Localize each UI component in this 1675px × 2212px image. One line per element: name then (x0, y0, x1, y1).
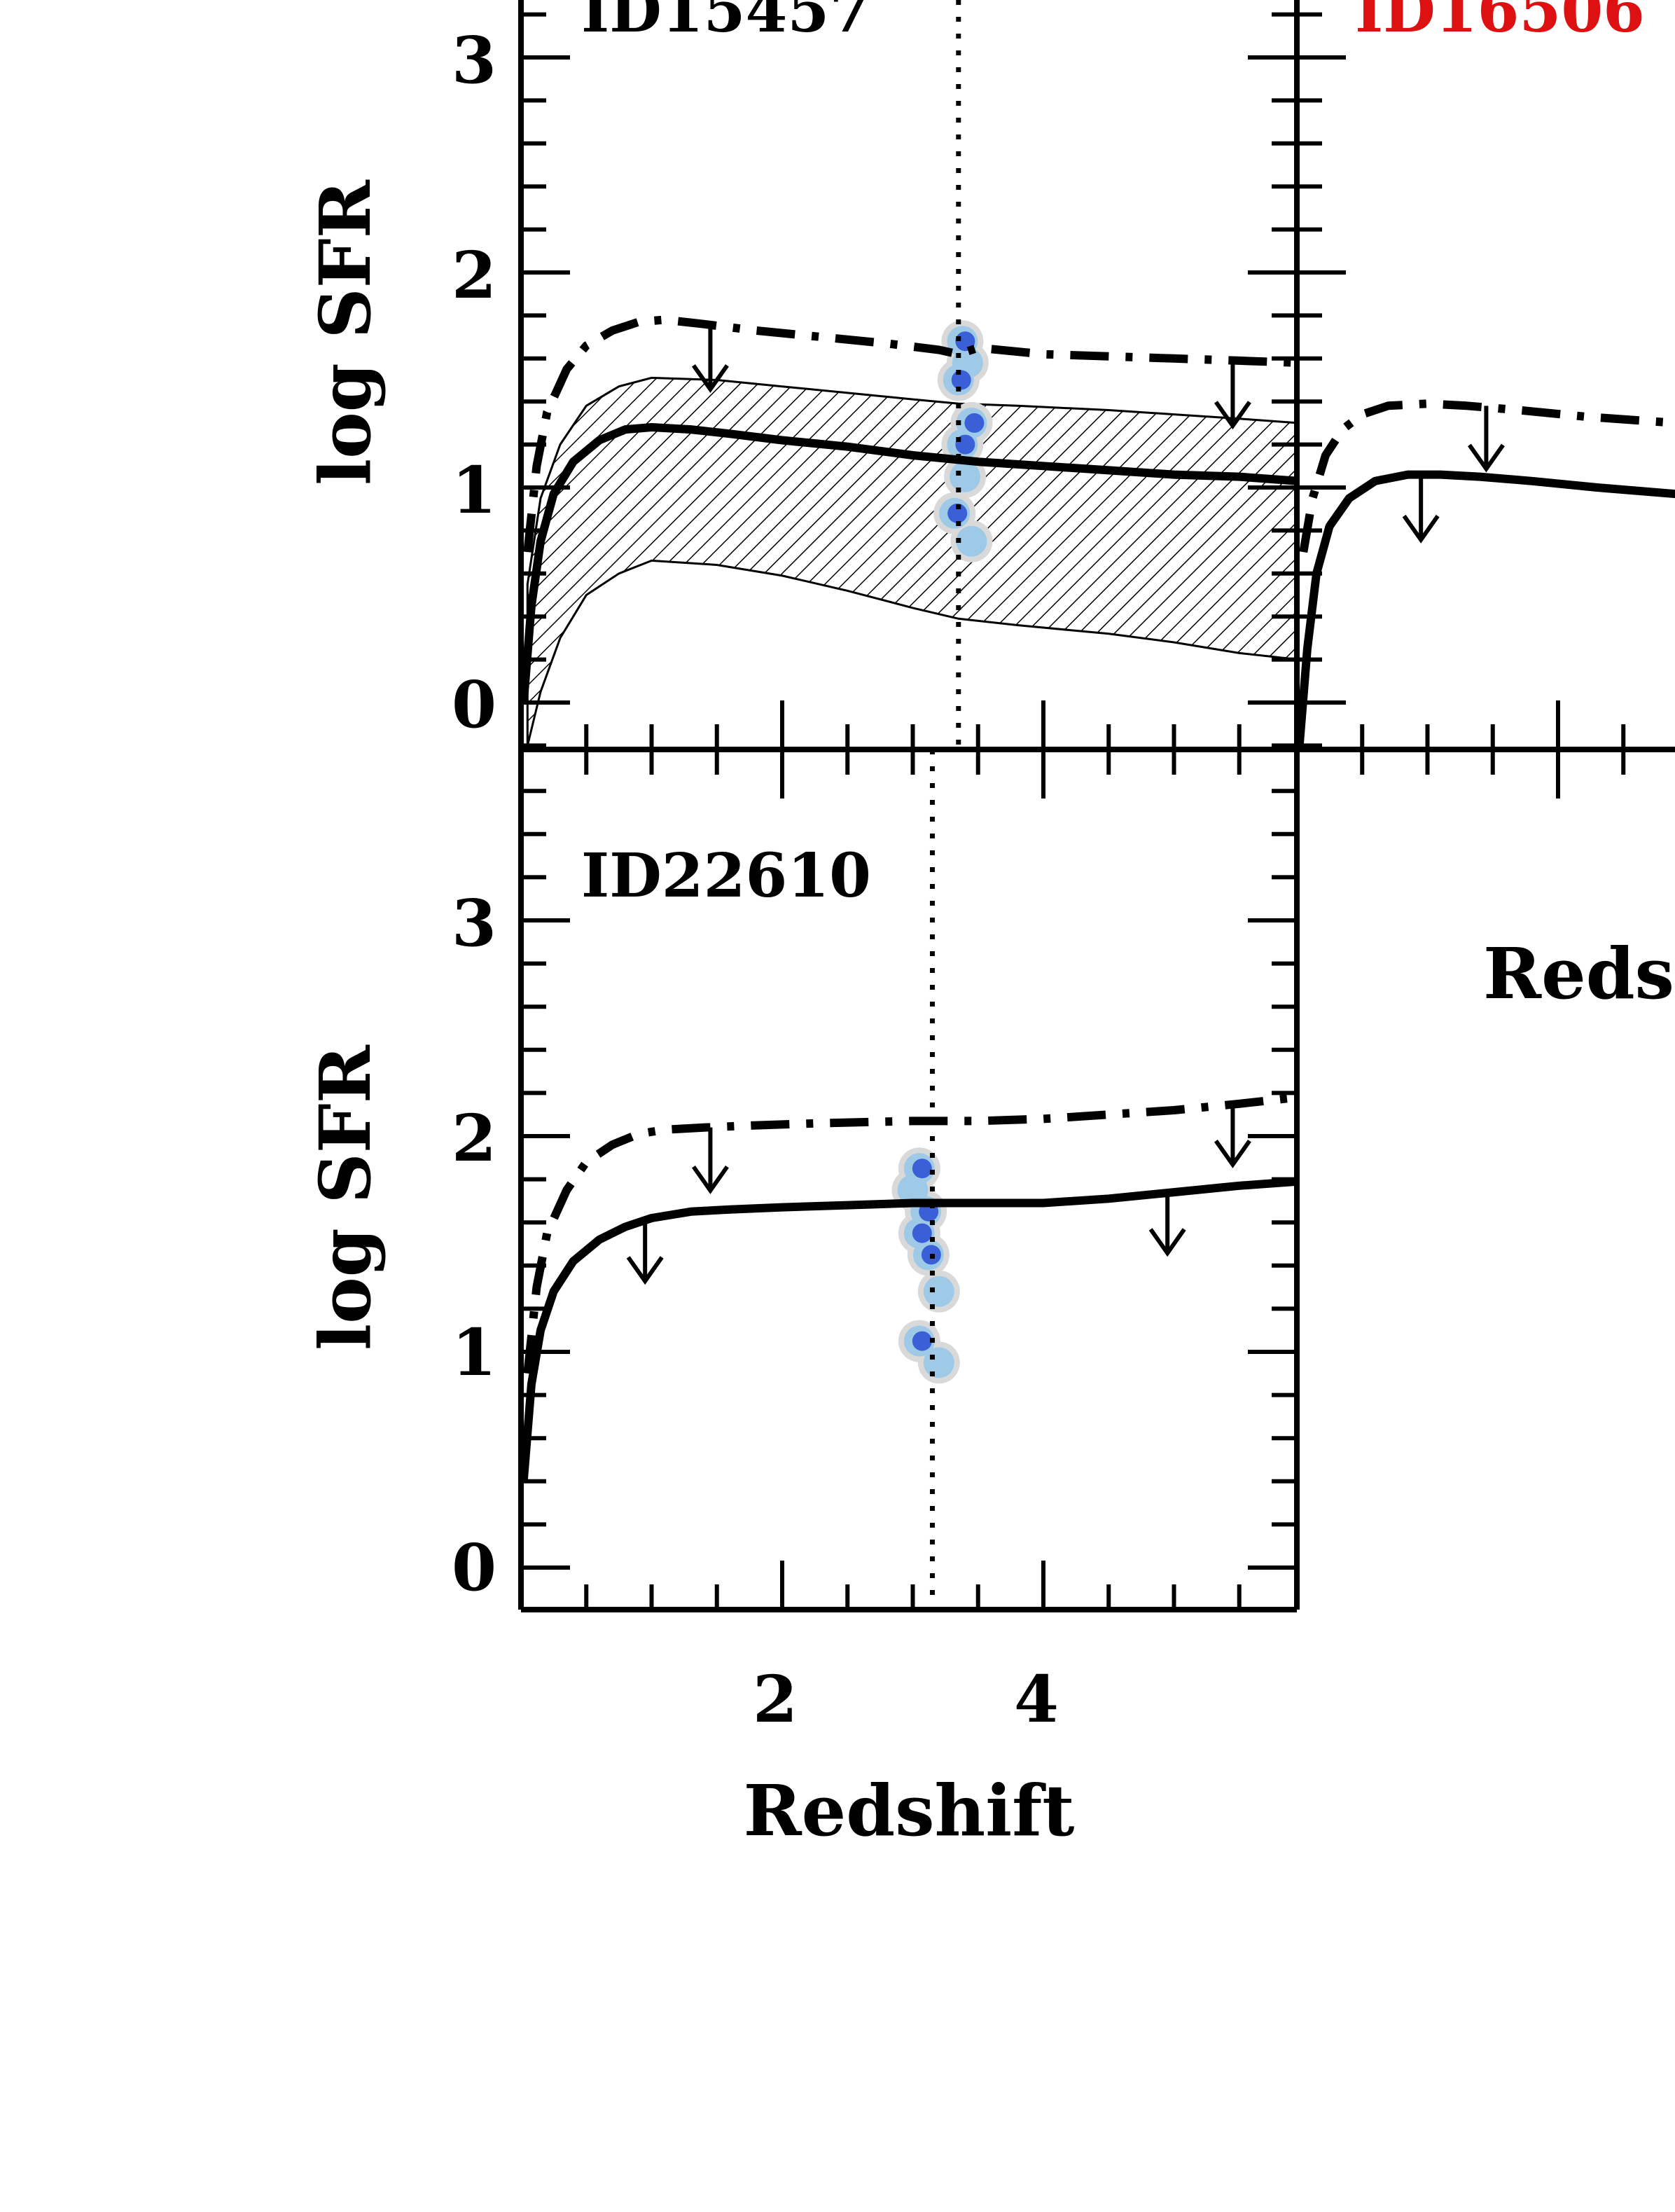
panel-id15457: ID15457 3 2 1 0 log SFR (304, 0, 1300, 799)
p1-posterior-core (951, 370, 971, 390)
p2-upper-limit-arrowhead (1402, 514, 1440, 544)
p1-ylabel: log SFR (304, 179, 387, 485)
p3-posterior-core (912, 1223, 932, 1243)
p1-sfr-limit-line (521, 423, 1297, 703)
p1-posterior-point (950, 461, 981, 492)
p1-ytick-3: 3 (452, 22, 496, 98)
p3-ytick-1: 1 (452, 1315, 496, 1390)
panel-id22610-label: ID22610 (581, 841, 871, 911)
p1-sfr-upper-line (523, 315, 1297, 553)
panel-id16506-axes (1294, 0, 1675, 799)
p1-sfr-band (526, 376, 1297, 746)
p1-ytick-1: 1 (452, 452, 496, 528)
p3-posterior-core (912, 1159, 932, 1179)
p3-sfr-limit-line (521, 1177, 1297, 1482)
p2-sfr-limit-line (1297, 470, 1675, 746)
p2-sfr-upper-line (1299, 399, 1675, 553)
p3-xtick-2: 2 (753, 1661, 798, 1737)
p1-ytick-0: 0 (452, 667, 496, 742)
panel-id22610-axes (518, 747, 1300, 1612)
p3-upper-limit-arrowhead (691, 1165, 729, 1194)
panel-id15457-plot (521, 0, 1297, 749)
p3-ytick-3: 3 (452, 885, 496, 961)
panel-id16506: ID16506 (1294, 0, 1675, 799)
p3-sfr-upper-line (523, 1093, 1297, 1374)
panel-id22610-plot (521, 749, 1297, 1610)
p3-upper-limit-arrowhead (1148, 1228, 1186, 1257)
panel-id15457-label: ID15457 (581, 0, 871, 46)
p1-posterior-core (964, 413, 985, 433)
bottom-right-xlabel: Reds (1483, 932, 1674, 1015)
p3-upper-limit-arrowhead (626, 1256, 664, 1285)
panel-id16506-plot (1297, 399, 1675, 746)
p1-upper-limit-arrowhead (691, 364, 729, 393)
p2-upper-limit-arrowhead (1467, 443, 1505, 473)
p1-posterior-core (947, 503, 968, 523)
p3-xlabel: Redshift (744, 1769, 1075, 1852)
p3-xtick-4: 4 (1014, 1661, 1059, 1737)
p1-upper-limit-arrowhead (1214, 401, 1251, 430)
p3-ytick-2: 2 (452, 1100, 496, 1176)
p3-posterior-core (912, 1331, 932, 1351)
p3-ytick-0: 0 (452, 1530, 496, 1605)
p3-posterior-point (923, 1347, 954, 1378)
panel-id22610: ID22610 3 2 1 0 log SFR 2 4 Redshift (304, 747, 1300, 1852)
p3-upper-limit-arrowhead (1214, 1139, 1251, 1168)
p3-posterior-point (923, 1276, 954, 1307)
p1-posterior-point (956, 525, 987, 557)
p1-ytick-2: 2 (452, 237, 496, 313)
p3-ylabel: log SFR (304, 1044, 387, 1350)
panel-id16506-label: ID16506 (1355, 0, 1645, 46)
